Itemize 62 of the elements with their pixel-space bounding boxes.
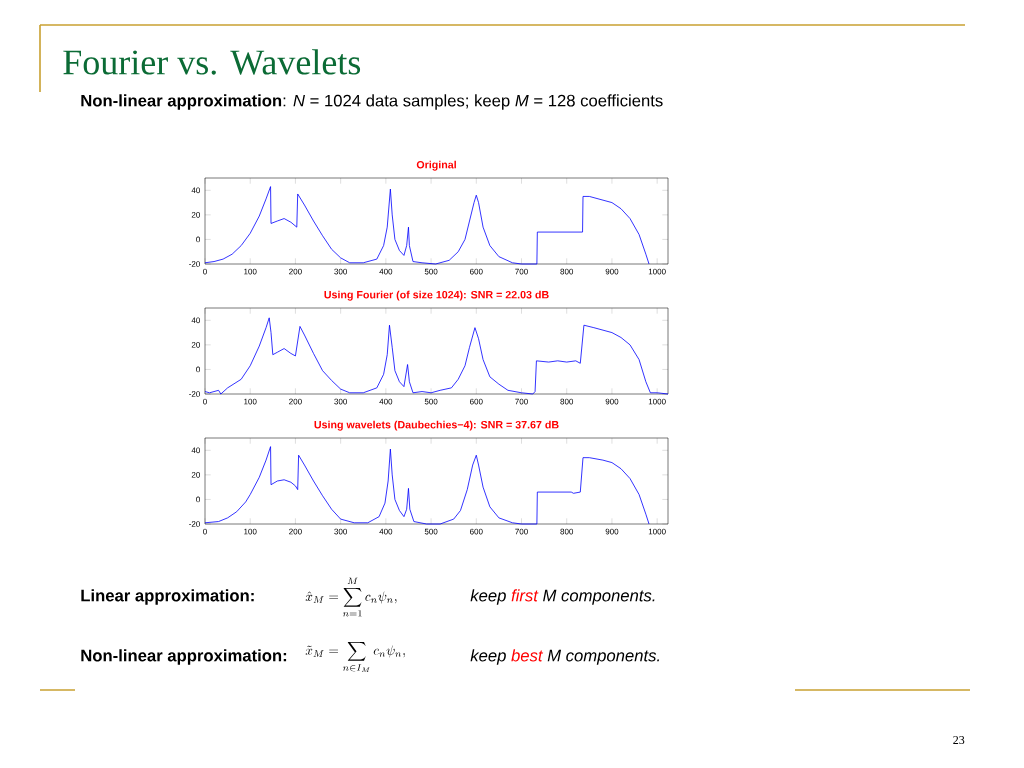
y-tick-label: 40 xyxy=(191,187,200,194)
text: $\tilde{x}_M = \sum_{n\in I_M} c_n \psi_n,$ xyxy=(305,642,405,672)
text: Fourier vs. Wavelets xyxy=(63,49,361,75)
y-tick-label: 0 xyxy=(196,496,200,503)
x-tick-label: 500 xyxy=(424,528,438,535)
x-tick-label: 200 xyxy=(289,268,302,275)
x-tick-label: 300 xyxy=(334,528,348,535)
text: Non-linear approximation: N = 1024 data samples; keep M = 128 coefficients xyxy=(81,94,663,110)
text: first xyxy=(511,589,539,602)
y-tick-label: -20 xyxy=(189,261,200,267)
x-tick-label: 700 xyxy=(515,398,528,405)
x-tick-label: 100 xyxy=(244,268,257,275)
x-tick-label: 600 xyxy=(470,268,483,275)
x-tick-label: 1000 xyxy=(648,268,666,275)
x-tick-label: 600 xyxy=(470,398,483,405)
x-tick-label: 200 xyxy=(289,528,302,535)
text: M components. xyxy=(547,649,660,665)
x-tick-label: 500 xyxy=(424,268,438,275)
x-tick-label: 1000 xyxy=(648,398,666,405)
x-tick-label: 200 xyxy=(289,398,302,405)
text: 23 xyxy=(953,735,965,745)
text: $\hat{x}_M = \sum_{n=1}^{M} c_n \psi_n,$ xyxy=(305,577,397,617)
text: Linear approximation: xyxy=(81,589,254,605)
x-tick-label: 100 xyxy=(244,528,257,535)
x-tick-label: 400 xyxy=(379,528,393,535)
chart-title: Using Fourier (of size 1024): SNR = 22.03 dB xyxy=(324,290,549,301)
x-tick-label: 300 xyxy=(334,398,348,405)
chart-title: Original xyxy=(416,160,456,171)
text: Non-linear approximation: xyxy=(81,649,287,665)
chart-title: Using wavelets (Daubechies−4): SNR = 37.67 dB xyxy=(314,420,559,431)
x-tick-label: 800 xyxy=(560,528,574,535)
x-tick-label: 300 xyxy=(334,268,348,275)
text: M components. xyxy=(543,589,655,605)
x-tick-label: 800 xyxy=(560,268,574,275)
x-tick-label: 0 xyxy=(203,268,207,275)
x-tick-label: 100 xyxy=(244,398,257,405)
x-tick-label: 1000 xyxy=(648,528,666,535)
y-tick-label: 0 xyxy=(196,236,200,243)
y-tick-label: 0 xyxy=(196,366,200,373)
y-tick-label: -20 xyxy=(189,391,200,397)
line-series xyxy=(204,446,650,525)
y-tick-label: -20 xyxy=(189,521,200,527)
y-tick-label: 40 xyxy=(191,317,200,324)
y-tick-label: 20 xyxy=(191,472,200,478)
y-tick-label: 20 xyxy=(191,342,200,348)
x-tick-label: 500 xyxy=(424,398,438,405)
x-tick-label: 0 xyxy=(203,398,207,405)
x-tick-label: 400 xyxy=(379,268,393,275)
text: keep xyxy=(470,649,506,665)
x-tick-label: 800 xyxy=(560,398,574,405)
x-tick-label: 900 xyxy=(605,398,619,405)
y-tick-label: 20 xyxy=(191,212,200,218)
x-tick-label: 700 xyxy=(515,528,528,535)
x-tick-label: 900 xyxy=(605,268,619,275)
text: best xyxy=(511,649,544,662)
x-tick-label: 900 xyxy=(605,528,619,535)
x-tick-label: 400 xyxy=(379,398,393,405)
x-tick-label: 600 xyxy=(470,528,483,535)
x-tick-label: 700 xyxy=(515,268,528,275)
y-tick-label: 40 xyxy=(191,447,200,454)
x-tick-label: 0 xyxy=(203,528,207,535)
text: keep xyxy=(470,589,506,605)
